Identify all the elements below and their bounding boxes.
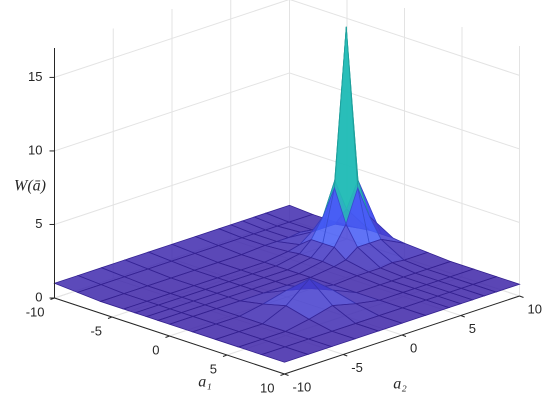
grid-line xyxy=(54,72,290,152)
x-tick-label: 0 xyxy=(152,342,159,357)
surface-patch xyxy=(260,346,310,363)
x-tick-label: 10 xyxy=(260,380,274,395)
z-tick-label: 15 xyxy=(28,69,42,84)
x-tick-label: -10 xyxy=(26,304,45,319)
y-tick xyxy=(460,315,465,318)
grid-line xyxy=(289,0,520,76)
y-tick-label: 5 xyxy=(469,321,476,336)
x-tick xyxy=(222,354,228,357)
z-tick-label: 10 xyxy=(28,142,42,157)
z-tick-label: 5 xyxy=(35,216,42,231)
surface-patch xyxy=(334,26,359,226)
x-axis-label: a₁ xyxy=(198,374,212,391)
grid-line xyxy=(289,145,520,223)
x-tick-label: -5 xyxy=(90,323,102,338)
x-tick-label: 5 xyxy=(210,361,217,376)
grid-line xyxy=(54,0,290,78)
x-tick xyxy=(280,373,285,376)
y-tick xyxy=(284,373,289,376)
x-tick xyxy=(107,316,113,319)
y-tick-label: 0 xyxy=(410,340,417,355)
y-tick-label: -5 xyxy=(351,360,363,375)
y-axis-label: a₂ xyxy=(393,376,407,393)
y-tick-label: -10 xyxy=(293,379,312,394)
grid-line xyxy=(54,145,290,225)
grid-line xyxy=(289,72,520,150)
y-tick xyxy=(519,295,524,298)
z-axis-label: W(ā) xyxy=(14,178,46,195)
z-tick-label: 0 xyxy=(35,289,42,304)
y-tick-label: 10 xyxy=(528,301,542,316)
y-tick xyxy=(401,334,407,337)
y-tick xyxy=(343,354,348,357)
x-tick xyxy=(165,335,170,338)
